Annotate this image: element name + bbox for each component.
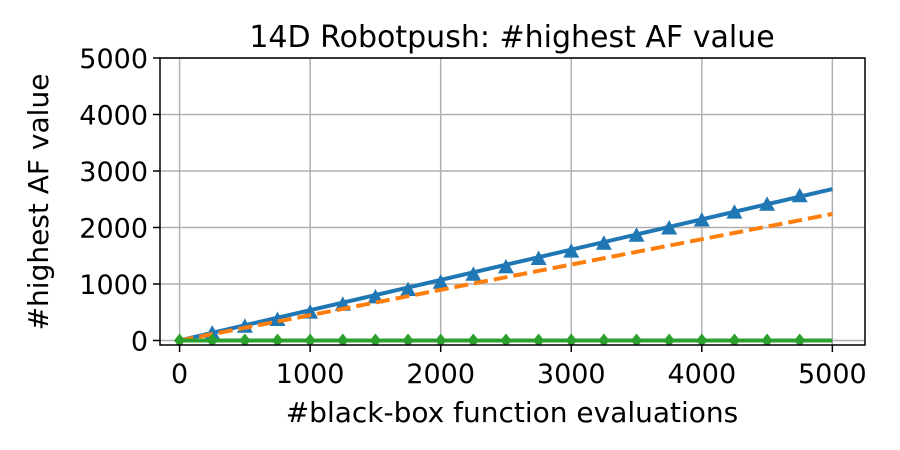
plot-frame [159, 57, 866, 346]
series-3-marker [728, 333, 741, 345]
x-tick-label: 3000 [537, 359, 606, 390]
series-3-marker [500, 333, 512, 345]
series-1-marker [726, 204, 743, 219]
series-layer [173, 187, 833, 345]
chart-title: 14D Robotpush: #highest AF value [249, 20, 774, 55]
series-3-marker [173, 333, 186, 345]
series-2 [179, 211, 833, 343]
series-1-marker [465, 266, 482, 281]
series-3-marker [435, 333, 447, 345]
series-1-marker [497, 259, 514, 274]
x-tick-label: 2000 [406, 359, 475, 390]
y-tick-label: 1000 [79, 270, 148, 301]
series-3-marker [467, 333, 479, 345]
y-tick-label: 5000 [79, 44, 148, 75]
series-3-marker [337, 333, 349, 345]
series-1-marker [400, 281, 417, 297]
series-1-marker [759, 196, 776, 211]
series-3-marker [369, 333, 382, 345]
series-3-marker [663, 333, 675, 345]
series-3-marker [565, 333, 577, 345]
x-tick-label: 0 [171, 359, 188, 390]
series-1-marker [595, 235, 612, 250]
series-1-marker [693, 212, 710, 227]
series-3-marker [402, 333, 414, 345]
series-2-line [179, 211, 833, 343]
series-3-marker [271, 333, 284, 345]
y-tick-label: 4000 [79, 100, 148, 131]
series-3-marker [533, 333, 545, 345]
series-1-marker [791, 187, 808, 203]
series-3-marker [696, 333, 708, 345]
series-1 [179, 187, 833, 343]
series-3-marker [794, 333, 806, 345]
series-1-marker [628, 227, 645, 242]
y-tick-label: 2000 [79, 213, 148, 244]
x-tick-label: 4000 [667, 359, 736, 390]
series-3-marker [239, 333, 251, 345]
tick-labels: 0 1000 2000 3000 4000 5000 0 1000 2000 3000 4000 50… [79, 44, 866, 390]
y-tick-label: 0 [131, 326, 148, 357]
series-3-marker [761, 333, 773, 345]
series-3 [173, 333, 833, 345]
series-3-marker [304, 333, 316, 345]
series-1-marker [530, 250, 547, 265]
series-3-marker [598, 333, 610, 345]
series-1-marker [661, 220, 678, 235]
x-axis-label: #black-box function evaluations [286, 396, 739, 429]
series-1-marker [432, 274, 449, 289]
series-1-marker [563, 243, 580, 258]
x-tick-label: 5000 [798, 359, 867, 390]
x-tick-label: 1000 [276, 359, 345, 390]
grid-lines [160, 57, 865, 345]
series-3-marker [630, 333, 643, 345]
y-axis-label: #highest AF value [22, 74, 55, 331]
y-tick-label: 3000 [79, 157, 148, 188]
series-3-marker [206, 333, 218, 345]
